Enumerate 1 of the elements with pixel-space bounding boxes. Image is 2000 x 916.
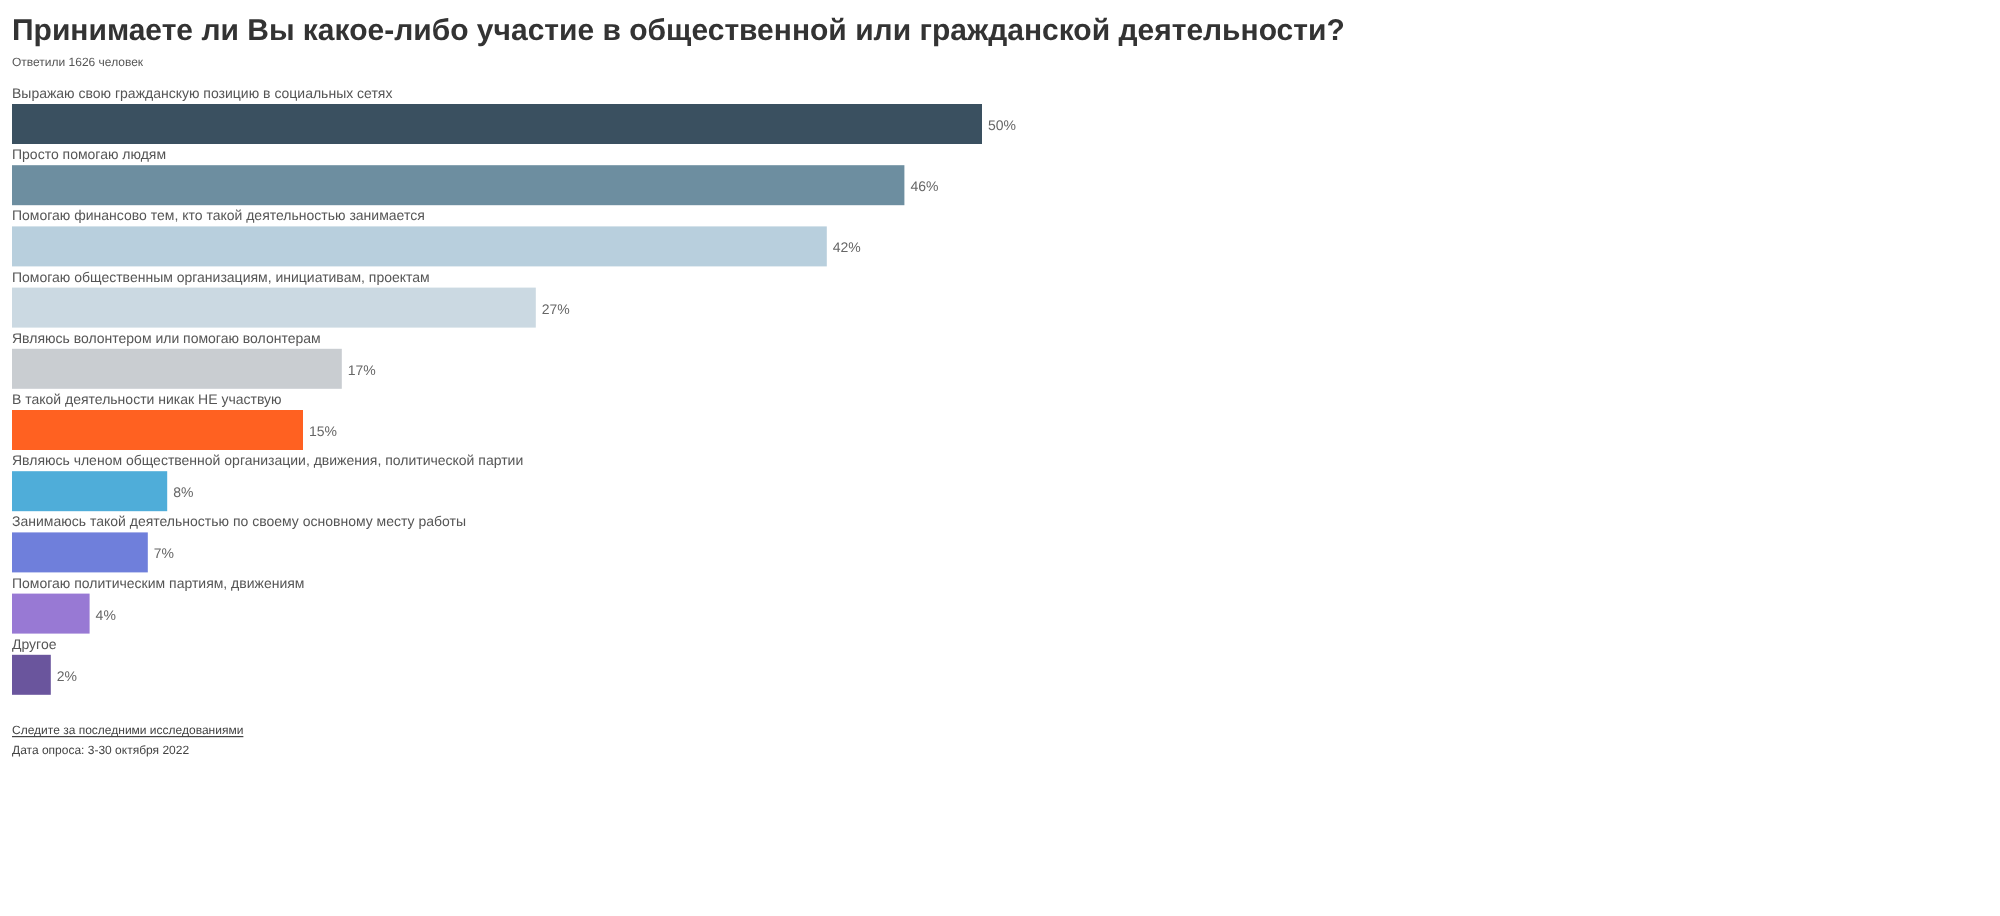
chart-title: Принимаете ли Вы какое-либо участие в общественной или гражданской деятельности? — [12, 14, 1345, 48]
